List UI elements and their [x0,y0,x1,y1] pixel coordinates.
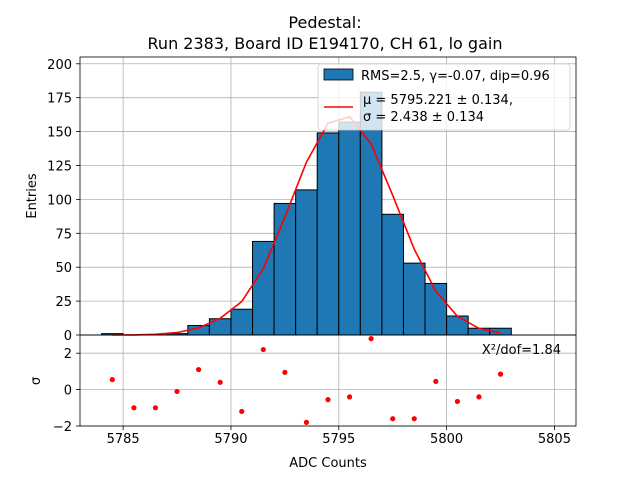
residual-point [368,336,374,342]
histogram-bar [273,202,297,336]
residual-point [303,419,310,425]
residual-point [390,416,396,422]
fit-curve [112,115,501,336]
residual-point [325,397,331,403]
histogram-y-axis-label: Entries [25,173,40,219]
histogram-bar [230,308,254,336]
residual-y-tick-label: 0 [64,384,72,399]
legend: RMS=2.5, γ=-0.07, dip=0.96 μ = 5795.221 … [317,63,571,131]
legend-label-histogram: RMS=2.5, γ=-0.07, dip=0.96 [361,69,550,84]
legend-label-fit-sigma: σ = 2.438 ± 0.134 [363,110,484,125]
histogram-bar [446,315,469,336]
residual-point [411,416,417,422]
chi2-annotation: X²/dof=1.84 [482,343,561,358]
histogram-bar [381,213,404,336]
residual-point [239,408,245,415]
histogram-bar [338,121,361,336]
legend-frame [317,63,571,131]
histogram-y-tick-label: 25 [55,295,72,310]
histogram-bar [295,189,318,336]
residual-point [433,378,439,385]
histogram-y-tick-label: 200 [47,58,72,73]
histogram-bars [101,91,512,336]
residual-y-axis-label: σ [29,377,44,385]
title-line-2: Run 2383, Board ID E194170, CH 61, lo ga… [148,34,503,53]
histogram-y-tick-label: 50 [55,261,72,276]
residual-points [109,336,504,425]
x-axis-ticks: 5785 5790 5795 5800 5805 [107,426,571,447]
residual-y-tick-label: 2 [64,347,72,362]
residual-point [260,346,266,353]
residual-point [282,369,288,375]
residual-point [174,388,180,395]
legend-label-fit-mu: μ = 5795.221 ± 0.134, [363,93,513,108]
legend-patch-histogram [323,68,354,81]
histogram-bar [252,240,275,336]
residual-point [131,405,137,411]
histogram-y-tick-label: 125 [47,159,72,174]
residual-point [497,371,504,377]
histogram-y-tick-label: 150 [47,126,72,141]
x-tick-label: 5795 [322,432,355,447]
x-axis-label: ADC Counts [289,456,367,471]
residual-point [152,405,159,411]
residual-axes-frame [79,334,577,427]
histogram-y-tick-label: 100 [47,193,72,208]
x-tick-label: 5785 [107,432,140,447]
x-tick-label: 5805 [538,432,571,447]
residual-y-tick-label: −2 [53,420,72,435]
residual-point [196,366,202,373]
residual-point [454,398,460,405]
residual-point [346,394,353,400]
histogram-y-tick-label: 175 [47,92,72,107]
x-tick-label: 5800 [430,432,463,447]
title-line-1: Pedestal: [288,13,361,32]
residual-point [476,394,482,400]
histogram-y-tick-label: 75 [55,227,72,242]
residual-point [217,379,223,385]
residual-point [109,376,115,383]
residual-y-ticks: −2 0 2 [53,347,80,435]
histogram-y-tick-label: 0 [64,329,72,344]
histogram-bar [402,262,426,336]
histogram-y-ticks: 0 25 50 75 100 125 150 175 200 [47,58,80,344]
x-tick-label: 5790 [214,432,247,447]
histogram-bar [316,132,340,336]
